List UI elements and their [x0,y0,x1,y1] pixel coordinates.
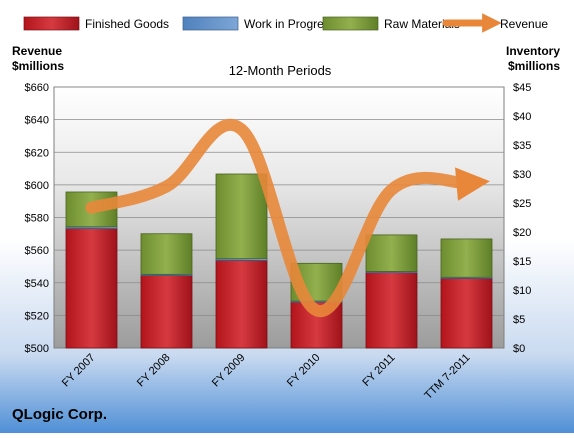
bar-finished-goods-ttm-7-2011 [440,277,493,349]
right-tick-label: $15 [513,256,531,268]
bar-finished-goods-fy-2009 [215,260,268,349]
right-tick-label: $35 [513,140,531,152]
revenue-point-fy-2009 [241,128,243,130]
right-tick-label: $45 [513,82,531,94]
revenue-point-fy-2010 [316,309,318,311]
bar-raw-materials-fy-2011 [365,234,418,272]
company-name: QLogic Corp. [12,406,107,423]
revenue-point-fy-2011 [391,189,393,191]
right-axis-title-line2: $millions [508,59,560,73]
right-tick-label: $10 [513,285,531,297]
legend-swatch-finished-goods [23,16,80,31]
bar-raw-materials-ttm-7-2011 [440,238,493,278]
left-tick-label: $520 [25,310,49,322]
left-tick-label: $600 [25,180,49,192]
right-tick-label: $40 [513,111,531,123]
legend: Finished Goods Work in Progress Raw Mate… [23,13,548,33]
bar-finished-goods-fy-2007 [65,228,118,349]
left-tick-label: $580 [25,213,49,225]
right-axis-ticks: $0 $5 $10 $15 $20 $25 $30 $35 $40 $45 [513,82,531,355]
left-tick-label: $660 [25,82,49,94]
legend-label-raw-materials: Raw Materials [384,17,460,31]
left-tick-label: $540 [25,278,49,290]
legend-swatch-work-in-progress [182,16,239,31]
right-tick-label: $30 [513,169,531,181]
legend-swatch-raw-materials [322,16,379,31]
left-tick-label: $640 [25,115,49,127]
right-tick-label: $5 [513,314,525,326]
revenue-point-fy-2008 [166,186,168,188]
bar-raw-materials-fy-2008 [140,233,193,275]
gridlines [54,86,504,316]
left-axis-title-line2: $millions [12,59,64,73]
right-tick-label: $25 [513,198,531,210]
legend-label-finished-goods: Finished Goods [85,17,169,31]
revenue-line-group [85,118,490,318]
revenue-point-ttm-7-2011 [466,182,468,184]
revenue-point-fy-2007 [91,207,93,209]
right-tick-label: $0 [513,343,525,355]
right-axis-title-line1: Inventory [506,44,560,58]
legend-label-revenue: Revenue [500,17,548,31]
chart-title: 12-Month Periods [229,63,332,78]
bar-raw-materials-fy-2009 [215,173,268,260]
left-tick-label: $500 [25,343,49,355]
right-tick-label: $20 [513,227,531,239]
left-tick-label: $620 [25,147,49,159]
left-tick-label: $560 [25,245,49,257]
legend-label-work-in-progress: Work in Progress [244,17,336,31]
left-axis-ticks: $500 $520 $540 $560 $580 $600 $620 $640 $660 [25,82,49,355]
bar-finished-goods-fy-2011 [365,272,418,349]
revenue-line [85,118,490,318]
left-axis-title-line1: Revenue [12,44,62,58]
bar-finished-goods-fy-2008 [140,275,193,349]
